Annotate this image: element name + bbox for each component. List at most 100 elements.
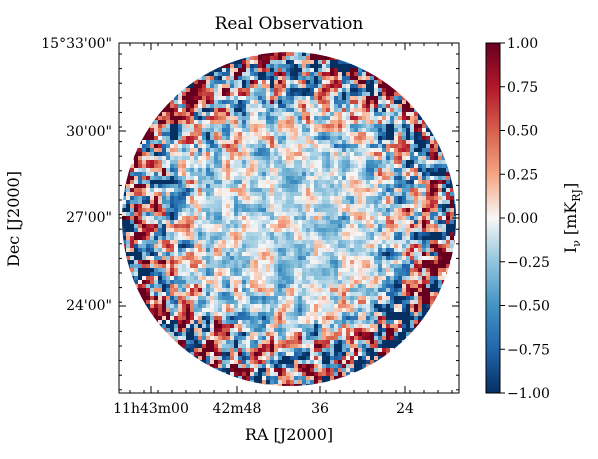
heatmap-cell xyxy=(306,64,311,69)
heatmap-cell xyxy=(226,168,231,173)
heatmap-cell xyxy=(354,152,359,157)
heatmap-cell xyxy=(242,252,247,257)
heatmap-cell xyxy=(130,248,135,253)
heatmap-cell xyxy=(298,264,303,269)
heatmap-cell xyxy=(158,284,163,289)
heatmap-cell xyxy=(382,268,387,273)
heatmap-cell xyxy=(378,84,383,89)
heatmap-cell xyxy=(206,160,211,165)
heatmap-cell xyxy=(154,108,159,113)
heatmap-cell xyxy=(174,156,179,161)
heatmap-cell xyxy=(174,296,179,301)
heatmap-cell xyxy=(446,276,451,281)
heatmap-cell xyxy=(206,244,211,249)
heatmap-cell xyxy=(254,156,259,161)
heatmap-cell xyxy=(198,160,203,165)
heatmap-cell xyxy=(170,156,175,161)
heatmap-cell xyxy=(126,228,131,233)
heatmap-cell xyxy=(390,192,395,197)
heatmap-cell xyxy=(206,204,211,209)
heatmap-cell xyxy=(270,304,275,309)
heatmap-cell xyxy=(158,324,163,329)
heatmap-cell xyxy=(206,168,211,173)
heatmap-cell xyxy=(242,160,247,165)
heatmap-cell xyxy=(370,256,375,261)
heatmap-cell xyxy=(390,308,395,313)
heatmap-cell xyxy=(314,64,319,69)
heatmap-cell xyxy=(258,120,263,125)
heatmap-cell xyxy=(162,128,167,133)
heatmap-cell xyxy=(298,188,303,193)
heatmap-cell xyxy=(146,240,151,245)
heatmap-cell xyxy=(306,284,311,289)
heatmap-cell xyxy=(182,104,187,109)
heatmap-cell xyxy=(214,188,219,193)
heatmap-cell xyxy=(230,292,235,297)
heatmap-cell xyxy=(410,264,415,269)
heatmap-cell xyxy=(194,256,199,261)
heatmap-cell xyxy=(198,144,203,149)
heatmap-cell xyxy=(190,176,195,181)
heatmap-cell xyxy=(362,276,367,281)
heatmap-cell xyxy=(226,296,231,301)
heatmap-cell xyxy=(350,144,355,149)
heatmap-cell xyxy=(282,100,287,105)
heatmap-cell xyxy=(362,72,367,77)
heatmap-cell xyxy=(230,68,235,73)
heatmap-cell xyxy=(138,224,143,229)
heatmap-cell xyxy=(426,260,431,265)
heatmap-cell xyxy=(334,72,339,77)
heatmap-cell xyxy=(386,140,391,145)
heatmap-cell xyxy=(238,204,243,209)
heatmap-cell xyxy=(410,196,415,201)
heatmap-cell xyxy=(234,280,239,285)
heatmap-cell xyxy=(338,212,343,217)
heatmap-cell xyxy=(190,96,195,101)
heatmap-cell xyxy=(250,152,255,157)
heatmap-cell xyxy=(182,192,187,197)
heatmap-cell xyxy=(306,72,311,77)
heatmap-cell xyxy=(350,84,355,89)
heatmap-cell xyxy=(358,248,363,253)
heatmap-cell xyxy=(214,312,219,317)
heatmap-cell xyxy=(274,136,279,141)
heatmap-cell xyxy=(382,200,387,205)
heatmap-cell xyxy=(278,52,283,57)
heatmap-cell xyxy=(266,80,271,85)
heatmap-cell xyxy=(318,244,323,249)
heatmap-cell xyxy=(306,128,311,133)
heatmap-cell xyxy=(326,300,331,305)
heatmap-cell xyxy=(214,124,219,129)
heatmap-cell xyxy=(374,216,379,221)
heatmap-cell xyxy=(326,188,331,193)
heatmap-cell xyxy=(438,268,443,273)
heatmap-cell xyxy=(150,228,155,233)
heatmap-cell xyxy=(306,108,311,113)
heatmap-cell xyxy=(314,320,319,325)
heatmap-cell xyxy=(258,68,263,73)
heatmap-cell xyxy=(374,212,379,217)
heatmap-cell xyxy=(414,292,419,297)
heatmap-cell xyxy=(330,316,335,321)
heatmap-cell xyxy=(346,140,351,145)
heatmap-cell xyxy=(182,296,187,301)
heatmap-cell xyxy=(278,180,283,185)
heatmap-cell xyxy=(426,248,431,253)
heatmap-cell xyxy=(266,84,271,89)
heatmap-cell xyxy=(270,172,275,177)
heatmap-cell xyxy=(174,88,179,93)
heatmap-cell xyxy=(262,244,267,249)
heatmap-cell xyxy=(190,132,195,137)
heatmap-cell xyxy=(246,52,251,57)
heatmap-cell xyxy=(186,164,191,169)
heatmap-cell xyxy=(226,232,231,237)
heatmap-cell xyxy=(342,240,347,245)
heatmap-cell xyxy=(282,124,287,129)
heatmap-cell xyxy=(190,124,195,129)
heatmap-cell xyxy=(286,264,291,269)
heatmap-cell xyxy=(414,152,419,157)
heatmap-cell xyxy=(274,284,279,289)
heatmap-cell xyxy=(406,156,411,161)
heatmap-cell xyxy=(214,164,219,169)
heatmap-cell xyxy=(378,288,383,293)
